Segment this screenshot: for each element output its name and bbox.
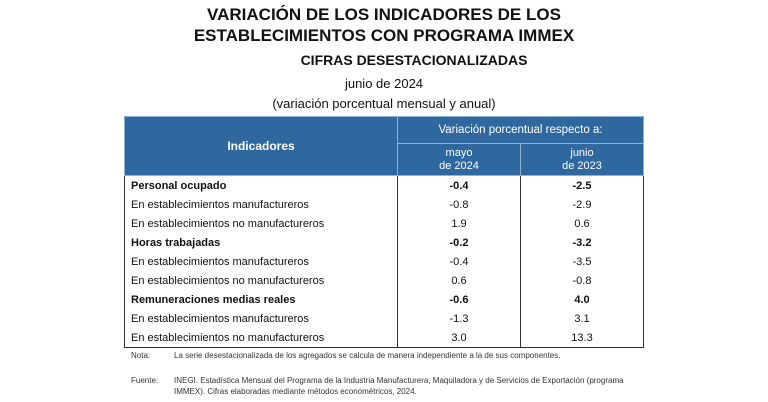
row-label: En establecimientos manufactureros [124,309,398,328]
table-row: En establecimientos manufactureros -0.8 -2… [124,195,644,214]
value-monthly: 0.6 [397,271,521,290]
value-monthly: -0.4 [397,175,521,195]
value-annual: -3.2 [520,233,644,252]
subtitle: CIFRAS DESESTACIONALIZADAS [300,52,528,68]
value-annual: 0.6 [520,214,644,233]
table-row: En establecimientos no manufactureros 0.6… [124,271,644,290]
note: Nota: La serie desestacionalizada de los … [131,351,561,360]
row-label: Personal ocupado [124,175,398,195]
indicators-table: Indicadores Variación porcentual respect… [124,116,644,348]
row-label: En establecimientos no manufactureros [124,328,398,348]
value-monthly: -0.6 [397,290,521,309]
page-title: VARIACIÓN DE LOS INDICADORES DE LOS ESTAB… [0,4,768,46]
value-monthly: -1.3 [397,309,521,328]
value-monthly: -0.4 [397,252,521,271]
value-annual: 4.0 [520,290,644,309]
title-line-2: ESTABLECIMIENTOS CON PROGRAMA IMMEX [193,26,575,45]
row-label: En establecimientos manufactureros [124,195,398,214]
value-annual: 3.1 [520,309,644,328]
table-row: Remuneraciones medias reales -0.6 4.0 [124,290,644,309]
value-annual: -0.8 [520,271,644,290]
value-monthly: 3.0 [397,328,521,348]
source: Fuente: INEGI. Estadística Mensual del Pr… [131,376,624,396]
value-monthly: -0.8 [397,195,521,214]
header-group: Variación porcentual respecto a: [397,116,644,144]
value-annual: -2.5 [520,175,644,195]
table-row: En establecimientos no manufactureros 3.0… [124,328,644,348]
row-label: En establecimientos no manufactureros [124,214,398,233]
row-label: Remuneraciones medias reales [124,290,398,309]
table-row: Horas trabajadas -0.2 -3.2 [124,233,644,252]
units: (variación porcentual mensual y anual) [272,96,496,111]
value-monthly: -0.2 [397,233,521,252]
header-indicadores: Indicadores [124,116,398,176]
value-annual: -3.5 [520,252,644,271]
table-row: Personal ocupado -0.4 -2.5 [124,175,644,195]
value-annual: 13.3 [520,328,644,348]
table-row: En establecimientos manufactureros -0.4 -3… [124,252,644,271]
header-mayo-2024: mayo de 2024 [397,143,521,176]
row-label: Horas trabajadas [124,233,398,252]
title-line-1: VARIACIÓN DE LOS INDICADORES DE LOS [207,5,561,24]
table-row: En establecimientos no manufactureros 1.9… [124,214,644,233]
row-label: En establecimientos no manufactureros [124,271,398,290]
row-label: En establecimientos manufactureros [124,252,398,271]
value-annual: -2.9 [520,195,644,214]
value-monthly: 1.9 [397,214,521,233]
header-junio-2023: junio de 2023 [520,143,644,176]
table-row: En establecimientos manufactureros -1.3 3.… [124,309,644,328]
period: junio de 2024 [344,76,424,91]
